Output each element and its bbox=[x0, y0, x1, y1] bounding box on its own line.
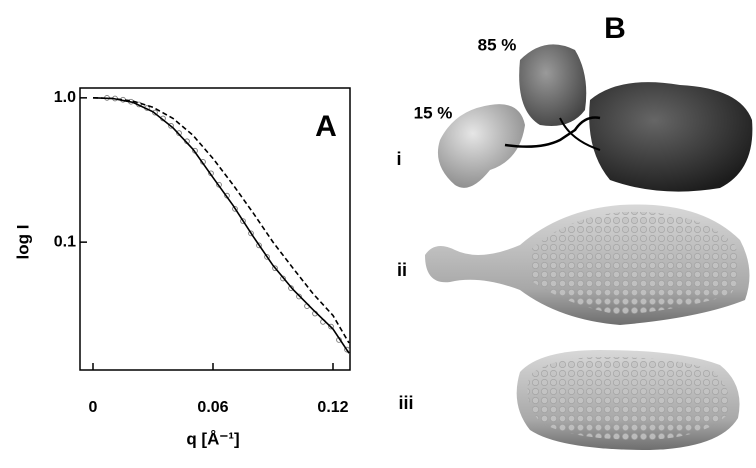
y-tick-label: 0.1 bbox=[54, 233, 76, 250]
row-label: ii bbox=[397, 260, 407, 280]
structure-ii bbox=[425, 204, 750, 325]
data-point bbox=[168, 122, 174, 129]
data-point bbox=[272, 265, 278, 272]
plot-area bbox=[79, 87, 351, 371]
data-point bbox=[264, 254, 270, 260]
plot-frame bbox=[79, 87, 351, 371]
data-point bbox=[232, 206, 238, 212]
x-tick-label: 0 bbox=[89, 399, 98, 416]
data-point bbox=[176, 130, 182, 136]
panel-label: B bbox=[604, 12, 626, 45]
fraction-label: 15 % bbox=[414, 103, 453, 122]
fraction-label: 85 % bbox=[478, 35, 517, 54]
dashed-curve bbox=[92, 97, 350, 344]
x-axis-label: q [Å⁻¹] bbox=[186, 429, 239, 448]
row-label: i bbox=[396, 149, 401, 169]
x-tick-label: 0.06 bbox=[197, 399, 228, 416]
data-point bbox=[288, 285, 294, 291]
y-axis-label: log I bbox=[13, 225, 32, 260]
structure-i bbox=[437, 44, 753, 192]
panel-label: A bbox=[315, 110, 337, 143]
y-tick-label: 1.0 bbox=[54, 89, 76, 106]
fit-curve bbox=[92, 97, 350, 354]
data-point bbox=[256, 242, 262, 249]
data-point bbox=[248, 230, 254, 237]
x-tick-label: 0.12 bbox=[317, 399, 348, 416]
row-label: iii bbox=[398, 393, 413, 413]
data-point bbox=[280, 275, 286, 282]
data-point bbox=[152, 109, 158, 116]
data-point bbox=[344, 346, 350, 353]
data-point bbox=[296, 293, 302, 300]
data-point bbox=[240, 218, 246, 224]
structure-iii bbox=[516, 350, 740, 450]
data-point bbox=[328, 323, 334, 330]
